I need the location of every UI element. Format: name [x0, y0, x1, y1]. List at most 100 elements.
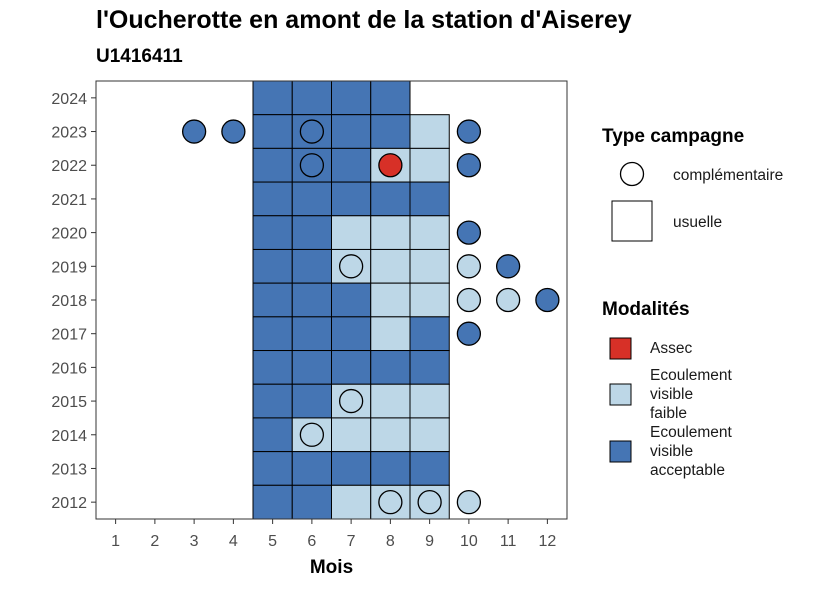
y-tick-label: 2013	[51, 461, 87, 478]
y-tick-label: 2020	[51, 226, 87, 243]
tile-2013-8	[370, 451, 411, 486]
tile-2022-5	[252, 147, 293, 183]
tile-2020-7	[331, 215, 372, 250]
tile-2015-8	[370, 383, 411, 419]
x-tick-label: 1	[111, 533, 120, 550]
tile-2016-6	[291, 350, 332, 385]
tile-2018-5	[252, 282, 293, 318]
legend-label-modalite: visible	[650, 443, 693, 460]
y-tick-label: 2016	[51, 360, 87, 377]
tile-2013-9	[409, 451, 450, 486]
point-2017-10	[456, 321, 482, 346]
tile-2012-7	[331, 484, 372, 520]
tile-2017-9	[409, 316, 450, 352]
x-tick-label: 8	[386, 533, 395, 550]
tile-2023-9	[409, 114, 450, 149]
tile-2019-9	[409, 248, 450, 284]
x-axis-label: Mois	[310, 557, 353, 578]
tile-2020-6	[291, 215, 332, 250]
tile-2014-7	[331, 417, 372, 453]
tile-2021-6	[291, 181, 332, 217]
tile-2013-7	[331, 451, 372, 486]
point-2019-7	[338, 254, 364, 279]
tile-2013-5	[252, 451, 293, 486]
point-2012-10	[456, 490, 482, 515]
x-tick-label: 9	[425, 533, 434, 550]
x-tick-label: 7	[347, 533, 356, 550]
x-tick-label: 6	[307, 533, 316, 550]
legend-label-campaign: usuelle	[673, 214, 722, 231]
tile-2018-8	[370, 282, 411, 318]
point-2022-10	[456, 153, 482, 178]
point-2023-4	[221, 119, 246, 144]
y-tick-label: 2021	[51, 192, 87, 209]
y-tick-label: 2019	[51, 259, 87, 276]
chart-subtitle: U1416411	[96, 46, 183, 67]
tile-2016-7	[331, 350, 372, 385]
legend-key-circle	[619, 161, 645, 187]
x-axis: 1 2 3 4 5 6 7 8 9 10 11 12	[111, 519, 556, 550]
tile-2022-7	[331, 147, 372, 183]
legend-label-modalite: visible	[650, 386, 693, 403]
tile-2023-7	[331, 114, 372, 149]
point-layer	[181, 119, 560, 515]
tile-2018-9	[409, 282, 450, 318]
point-2018-11	[495, 287, 521, 313]
tile-2013-6	[291, 451, 332, 486]
y-tick-label: 2015	[51, 394, 87, 411]
legend-key-modalite	[609, 337, 632, 360]
tile-2014-9	[409, 417, 450, 453]
y-tick-label: 2012	[51, 495, 87, 512]
point-2019-10	[456, 254, 482, 279]
x-tick-label: 5	[268, 533, 277, 550]
point-2018-12	[535, 287, 560, 313]
tile-2014-5	[252, 417, 293, 453]
tile-2015-6	[291, 383, 332, 419]
tile-2022-9	[409, 147, 450, 183]
tile-2017-7	[331, 316, 372, 352]
tile-2020-9	[409, 215, 450, 250]
point-2012-8	[378, 490, 403, 515]
point-2015-7	[338, 388, 364, 414]
point-2012-9	[417, 490, 442, 515]
tile-2021-5	[252, 181, 293, 217]
point-2022-8	[378, 153, 403, 178]
tile-2024-6	[291, 80, 332, 116]
tile-2016-9	[409, 350, 450, 385]
y-tick-label: 2022	[51, 158, 87, 175]
legend-label-modalite: faible	[650, 405, 687, 422]
x-tick-label: 12	[538, 533, 556, 550]
x-tick-label: 4	[229, 533, 238, 550]
y-tick-label: 2014	[51, 428, 87, 445]
y-tick-label: 2017	[51, 327, 87, 344]
legend-label-campaign: complémentaire	[673, 167, 783, 184]
point-2023-10	[456, 119, 482, 144]
tile-2021-7	[331, 181, 372, 217]
tile-2019-6	[291, 248, 332, 284]
point-2022-6	[299, 153, 325, 178]
point-2019-11	[495, 254, 521, 279]
legend-key-modalite	[609, 440, 632, 463]
tile-2023-5	[252, 114, 293, 149]
x-tick-label: 2	[150, 533, 159, 550]
legend-label-modalite: Ecoulement	[650, 367, 733, 384]
x-tick-label: 10	[460, 533, 478, 550]
tile-2017-6	[291, 316, 332, 352]
tile-2017-5	[252, 316, 293, 352]
tile-2024-7	[331, 80, 372, 116]
legend-label-modalite: Ecoulement	[650, 424, 733, 441]
tile-2023-8	[370, 114, 411, 149]
tile-2016-5	[252, 350, 293, 385]
tile-2017-8	[370, 316, 411, 352]
x-tick-label: 11	[500, 533, 517, 550]
tile-2015-9	[409, 383, 450, 419]
legend-key-square	[611, 200, 653, 242]
legend-title-campaign: Type campagne	[602, 126, 744, 147]
tile-2012-6	[291, 484, 332, 520]
tile-2020-8	[370, 215, 411, 250]
y-axis: 2024 2023 2022 2021 2020 2019 2018 2017 2016 2015…	[51, 91, 96, 512]
y-tick-label: 2018	[51, 293, 87, 310]
tile-2024-5	[252, 80, 293, 116]
legend-title-modalites: Modalités	[602, 299, 690, 320]
